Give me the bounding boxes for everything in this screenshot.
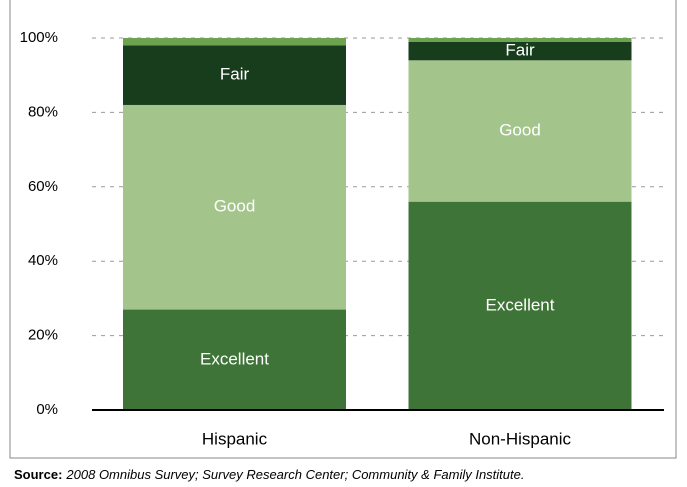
segment-label: Good: [499, 120, 541, 139]
segment-label: Good: [214, 197, 256, 216]
bars: Excellent Good Fair Excellent Good Fair: [123, 38, 632, 410]
bar-segment: [408, 38, 632, 42]
chart-frame: [9, 0, 677, 459]
y-tick-label: 0%: [36, 401, 58, 418]
bar-segment: [123, 38, 346, 46]
bar-segment: [123, 45, 346, 105]
source-label: Source:: [14, 467, 62, 482]
x-tick-label: Non-Hispanic: [469, 429, 572, 448]
bar-segment: [408, 41, 632, 61]
y-tick-label: 60%: [28, 178, 58, 195]
bar-segment: [123, 104, 346, 310]
bar-segment: [408, 60, 632, 202]
source: Source: 2008 Omnibus Survey; Survey Resea…: [14, 467, 524, 482]
y-tick-label: 20%: [28, 327, 58, 344]
segment-label: Excellent: [486, 295, 555, 314]
y-tick-label: 40%: [28, 252, 58, 269]
bar-segment: [408, 201, 632, 410]
y-tick-label: 80%: [28, 103, 58, 120]
source-text: 2008 Omnibus Survey; Survey Research Cen…: [65, 467, 524, 482]
x-tick-label: Hispanic: [202, 429, 268, 448]
segment-label: Excellent: [200, 349, 269, 368]
segment-label: Fair: [505, 41, 535, 60]
segment-label: Fair: [220, 65, 250, 84]
y-tick-label: 100%: [20, 29, 58, 46]
bar-segment: [123, 309, 346, 410]
